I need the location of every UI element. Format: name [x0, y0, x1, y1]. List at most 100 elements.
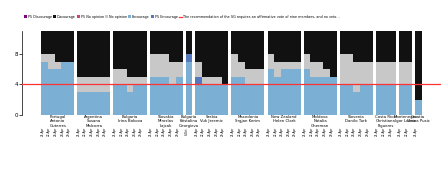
Text: 22-Apr: 22-Apr	[83, 127, 87, 137]
Bar	[274, 77, 281, 115]
Text: 29-Apr: 29-Apr	[329, 127, 333, 137]
Text: 29-Apr: 29-Apr	[175, 127, 179, 137]
Bar	[258, 84, 264, 115]
Bar	[360, 62, 366, 84]
Bar	[140, 24, 146, 77]
Bar	[127, 24, 134, 77]
Bar	[376, 24, 382, 62]
Bar	[77, 92, 84, 115]
Bar	[353, 62, 360, 92]
Text: 22-Apr: 22-Apr	[346, 127, 350, 137]
Bar	[346, 54, 353, 84]
Bar	[389, 24, 396, 62]
Bar	[150, 77, 156, 115]
Bar	[366, 24, 373, 62]
Bar	[251, 24, 258, 69]
Text: 29-Apr: 29-Apr	[221, 127, 225, 137]
Bar	[48, 54, 54, 69]
Bar	[231, 24, 238, 54]
Bar	[222, 31, 228, 84]
Bar	[176, 77, 182, 115]
Bar	[251, 69, 258, 84]
Text: 21-Apr: 21-Apr	[40, 127, 44, 137]
Text: 28-Apr: 28-Apr	[287, 127, 291, 137]
Bar	[84, 24, 91, 77]
Bar	[238, 77, 245, 115]
Text: 26-Apr: 26-Apr	[316, 127, 320, 137]
Bar	[382, 24, 389, 62]
Bar	[104, 92, 110, 115]
Bar	[170, 62, 176, 84]
Bar	[382, 62, 389, 84]
Bar	[113, 24, 120, 69]
Bar	[215, 77, 222, 84]
Bar	[186, 54, 192, 62]
Bar	[61, 62, 68, 115]
Bar	[340, 54, 346, 84]
Bar	[77, 77, 84, 92]
Bar	[287, 69, 294, 115]
Bar	[209, 84, 215, 115]
Bar	[113, 69, 120, 84]
Bar	[195, 16, 202, 62]
Bar	[303, 24, 310, 54]
Bar	[77, 24, 84, 77]
Bar	[215, 24, 222, 77]
Bar	[281, 24, 287, 62]
Bar	[41, 24, 48, 31]
Bar	[195, 62, 202, 77]
Bar	[120, 24, 127, 69]
Bar	[245, 24, 251, 69]
Text: 22-Apr: 22-Apr	[273, 127, 277, 137]
Text: 26-Apr: 26-Apr	[126, 127, 130, 137]
Bar	[97, 24, 104, 77]
Bar	[389, 84, 396, 115]
Bar	[84, 92, 91, 115]
Bar	[399, 84, 405, 115]
Bar	[127, 77, 134, 92]
Text: 26-Apr: 26-Apr	[244, 127, 248, 137]
Text: 28-Apr: 28-Apr	[61, 127, 65, 137]
Bar	[120, 69, 127, 84]
Bar	[330, 77, 337, 115]
Bar	[415, 31, 421, 100]
Bar	[97, 77, 104, 92]
Bar	[156, 54, 163, 77]
Text: 28-Apr: 28-Apr	[214, 127, 218, 137]
Bar	[176, 24, 182, 62]
Bar	[376, 84, 382, 115]
Text: 22-Apr: 22-Apr	[310, 127, 314, 137]
Text: 26-Apr: 26-Apr	[162, 127, 166, 137]
Bar	[91, 24, 97, 77]
Bar	[195, 77, 202, 84]
Bar	[104, 24, 110, 77]
Bar	[324, 77, 330, 115]
Bar	[238, 24, 245, 62]
Bar	[54, 31, 61, 62]
Bar	[54, 62, 61, 69]
Text: 22-Apr: 22-Apr	[119, 127, 123, 137]
Bar	[346, 84, 353, 115]
Bar	[91, 92, 97, 115]
Bar	[324, 69, 330, 77]
Bar	[91, 77, 97, 92]
Text: 21-Apr: 21-Apr	[194, 127, 198, 137]
Bar	[317, 62, 324, 77]
Text: 28-Apr: 28-Apr	[323, 127, 327, 137]
Bar	[163, 77, 170, 115]
Bar	[281, 69, 287, 115]
Bar	[346, 24, 353, 54]
Text: 22-Apr: 22-Apr	[155, 127, 159, 137]
Text: 26-Apr: 26-Apr	[388, 127, 392, 137]
Bar	[231, 77, 238, 115]
Bar	[209, 77, 215, 84]
Bar	[209, 24, 215, 77]
Bar	[61, 31, 68, 62]
Text: 26-Apr: 26-Apr	[54, 127, 58, 137]
Bar	[127, 92, 134, 115]
Bar	[150, 54, 156, 77]
Bar	[170, 24, 176, 62]
Bar	[41, 54, 48, 62]
Text: 28-Apr: 28-Apr	[133, 127, 137, 137]
Bar	[258, 69, 264, 84]
